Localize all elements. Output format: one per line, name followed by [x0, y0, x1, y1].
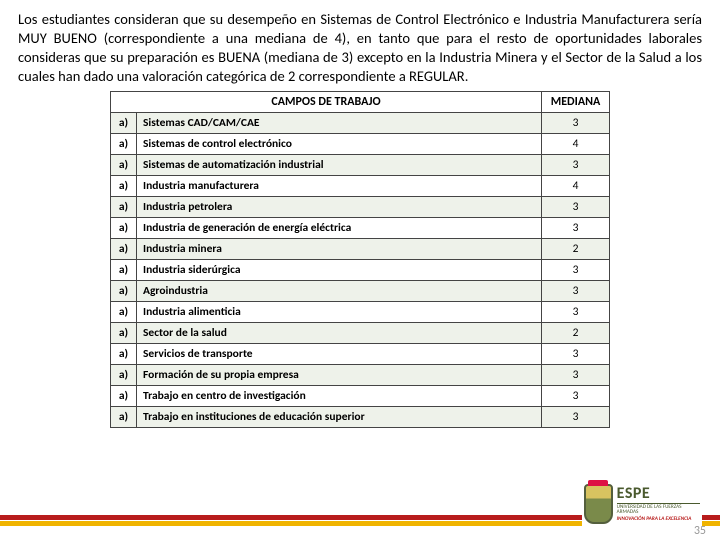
row-mediana: 4	[542, 134, 610, 155]
row-index: a)	[111, 365, 137, 386]
row-index: a)	[111, 113, 137, 134]
header-campos: CAMPOS DE TRABAJO	[111, 92, 542, 113]
logo-text: ESPE UNIVERSIDAD DE LAS FUERZAS ARMADAS …	[617, 486, 700, 522]
table-row: a)Agroindustria3	[111, 281, 610, 302]
table-container: CAMPOS DE TRABAJO MEDIANA a)Sistemas CAD…	[0, 91, 720, 428]
table-row: a)Sector de la salud2	[111, 323, 610, 344]
row-mediana: 3	[542, 407, 610, 428]
row-campo: Sistemas de control electrónico	[137, 134, 542, 155]
row-campo: Industria de generación de energía eléct…	[137, 218, 542, 239]
row-index: a)	[111, 134, 137, 155]
table-header-row: CAMPOS DE TRABAJO MEDIANA	[111, 92, 610, 113]
row-campo: Industria alimenticia	[137, 302, 542, 323]
crest-icon	[584, 484, 613, 524]
row-mediana: 3	[542, 155, 610, 176]
row-campo: Sistemas de automatización industrial	[137, 155, 542, 176]
row-mediana: 4	[542, 176, 610, 197]
campos-table: CAMPOS DE TRABAJO MEDIANA a)Sistemas CAD…	[110, 91, 610, 428]
row-mediana: 3	[542, 386, 610, 407]
row-campo: Trabajo en instituciones de educación su…	[137, 407, 542, 428]
row-mediana: 3	[542, 281, 610, 302]
espe-logo: ESPE UNIVERSIDAD DE LAS FUERZAS ARMADAS …	[582, 480, 702, 528]
row-campo: Formación de su propia empresa	[137, 365, 542, 386]
row-index: a)	[111, 155, 137, 176]
table-row: a)Servicios de transporte3	[111, 344, 610, 365]
table-row: a)Industria minera2	[111, 239, 610, 260]
table-row: a)Industria petrolera3	[111, 197, 610, 218]
row-campo: Agroindustria	[137, 281, 542, 302]
header-mediana: MEDIANA	[542, 92, 610, 113]
row-mediana: 3	[542, 344, 610, 365]
row-campo: Sector de la salud	[137, 323, 542, 344]
row-mediana: 3	[542, 218, 610, 239]
logo-sub-text: UNIVERSIDAD DE LAS FUERZAS ARMADAS	[617, 503, 700, 515]
table-row: a)Industria siderúrgica3	[111, 260, 610, 281]
row-mediana: 3	[542, 260, 610, 281]
row-campo: Sistemas CAD/CAM/CAE	[137, 113, 542, 134]
table-row: a)Trabajo en centro de investigación3	[111, 386, 610, 407]
row-index: a)	[111, 176, 137, 197]
table-row: a)Industria de generación de energía elé…	[111, 218, 610, 239]
footer: ESPE UNIVERSIDAD DE LAS FUERZAS ARMADAS …	[0, 496, 720, 540]
intro-paragraph: Los estudiantes consideran que su desemp…	[0, 0, 720, 91]
row-campo: Industria minera	[137, 239, 542, 260]
row-campo: Industria petrolera	[137, 197, 542, 218]
table-row: a)Sistemas de control electrónico4	[111, 134, 610, 155]
row-index: a)	[111, 239, 137, 260]
row-index: a)	[111, 281, 137, 302]
row-index: a)	[111, 302, 137, 323]
table-row: a)Industria alimenticia3	[111, 302, 610, 323]
row-index: a)	[111, 386, 137, 407]
row-index: a)	[111, 344, 137, 365]
row-campo: Industria manufacturera	[137, 176, 542, 197]
table-row: a)Sistemas CAD/CAM/CAE3	[111, 113, 610, 134]
row-campo: Industria siderúrgica	[137, 260, 542, 281]
row-index: a)	[111, 197, 137, 218]
row-index: a)	[111, 323, 137, 344]
row-mediana: 3	[542, 113, 610, 134]
row-mediana: 2	[542, 323, 610, 344]
logo-tag-text: INNOVACIÓN PARA LA EXCELENCIA	[617, 517, 700, 522]
row-mediana: 3	[542, 197, 610, 218]
row-campo: Servicios de transporte	[137, 344, 542, 365]
table-row: a)Industria manufacturera4	[111, 176, 610, 197]
row-mediana: 2	[542, 239, 610, 260]
table-row: a)Formación de su propia empresa3	[111, 365, 610, 386]
row-mediana: 3	[542, 302, 610, 323]
row-mediana: 3	[542, 365, 610, 386]
row-campo: Trabajo en centro de investigación	[137, 386, 542, 407]
page-number: 35	[694, 524, 706, 538]
table-row: a)Sistemas de automatización industrial3	[111, 155, 610, 176]
table-row: a)Trabajo en instituciones de educación …	[111, 407, 610, 428]
row-index: a)	[111, 218, 137, 239]
row-index: a)	[111, 260, 137, 281]
logo-main-text: ESPE	[617, 486, 700, 502]
row-index: a)	[111, 407, 137, 428]
